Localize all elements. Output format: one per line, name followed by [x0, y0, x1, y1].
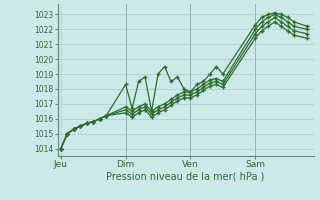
X-axis label: Pression niveau de la mer( hPa ): Pression niveau de la mer( hPa ): [107, 172, 265, 182]
